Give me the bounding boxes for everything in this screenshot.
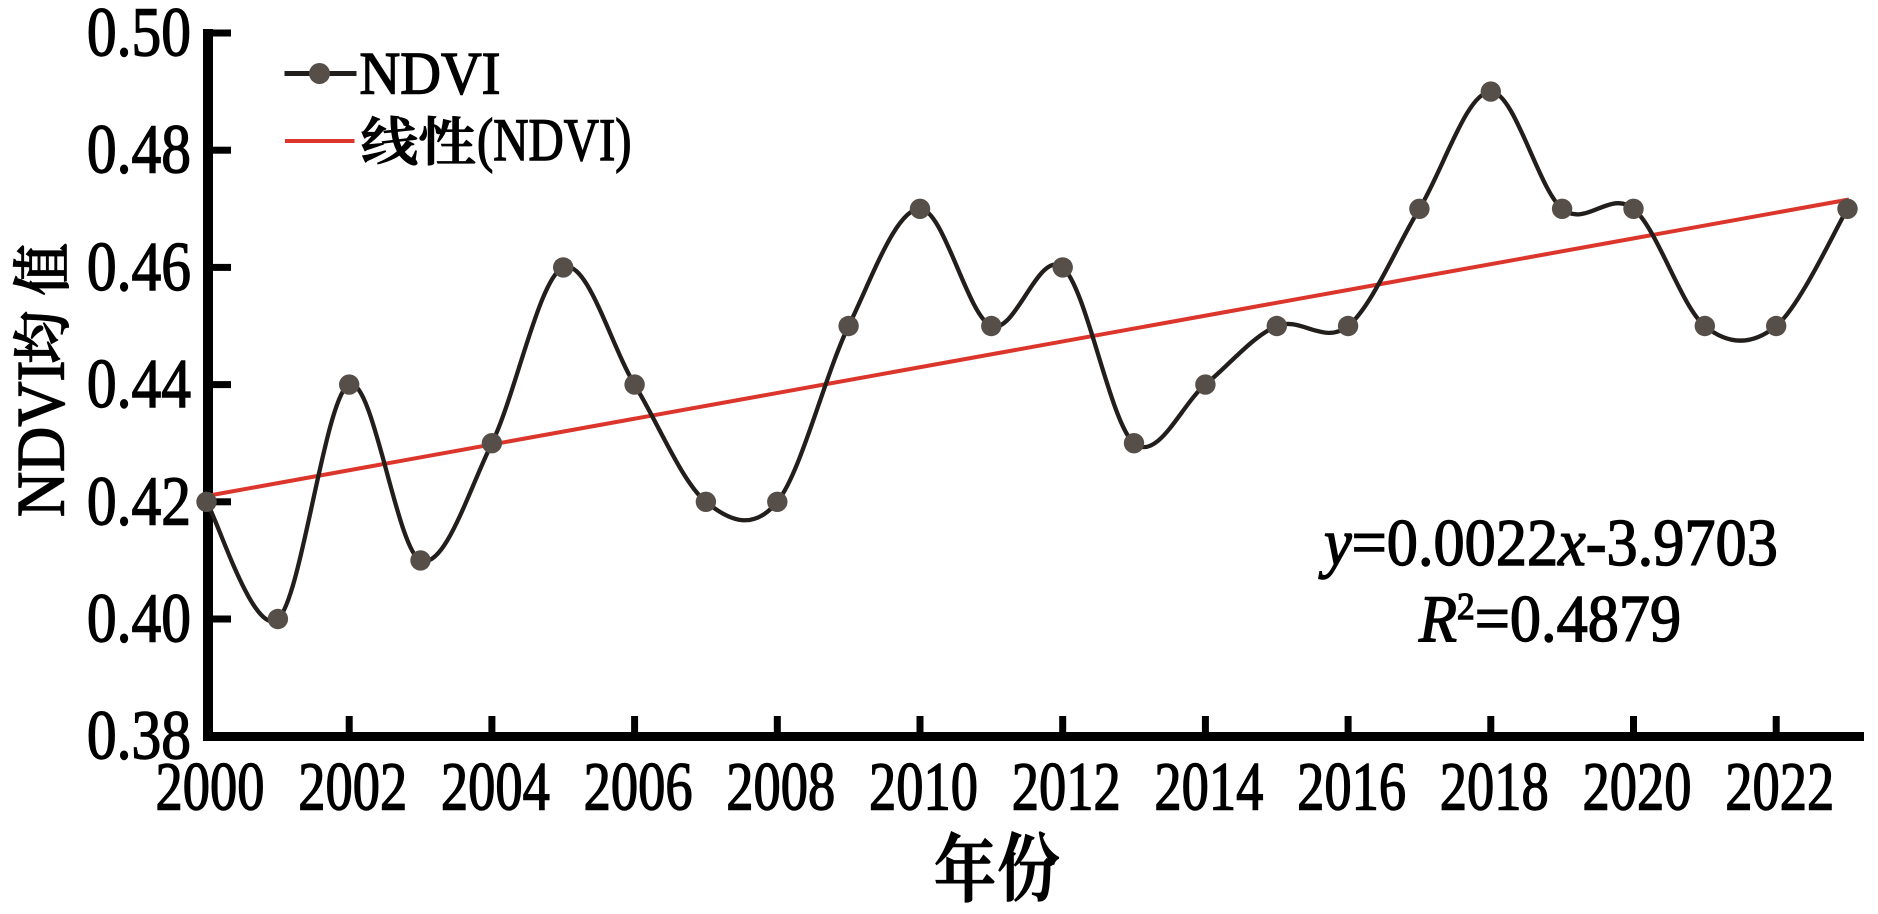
svg-text:2020: 2020	[1583, 750, 1692, 825]
svg-text:2018: 2018	[1440, 750, 1549, 825]
svg-text:0.50: 0.50	[87, 0, 191, 72]
svg-text:0.46: 0.46	[87, 228, 191, 306]
svg-text:R2=0.4879: R2=0.4879	[1418, 581, 1681, 656]
svg-text:0.38: 0.38	[87, 697, 191, 775]
svg-text:0.42: 0.42	[87, 463, 191, 541]
svg-text:2014: 2014	[1154, 750, 1263, 825]
svg-text:(NDVI): (NDVI)	[477, 106, 632, 173]
svg-text:2016: 2016	[1297, 750, 1406, 825]
svg-text:2000: 2000	[156, 750, 265, 825]
svg-text:NDVI: NDVI	[4, 361, 79, 517]
svg-text:y=0.0022x-3.9703: y=0.0022x-3.9703	[1318, 505, 1778, 580]
svg-text:2002: 2002	[298, 750, 407, 825]
svg-text:2022: 2022	[1725, 750, 1834, 825]
svg-text:2004: 2004	[441, 750, 550, 825]
svg-text:0.44: 0.44	[87, 346, 191, 424]
svg-text:0.40: 0.40	[87, 580, 191, 658]
svg-text:0.48: 0.48	[87, 111, 191, 189]
svg-text:2010: 2010	[869, 750, 978, 825]
svg-text:NDVI: NDVI	[360, 40, 501, 107]
svg-text:2008: 2008	[726, 750, 835, 825]
svg-text:2006: 2006	[584, 750, 693, 825]
svg-text:2012: 2012	[1012, 750, 1121, 825]
